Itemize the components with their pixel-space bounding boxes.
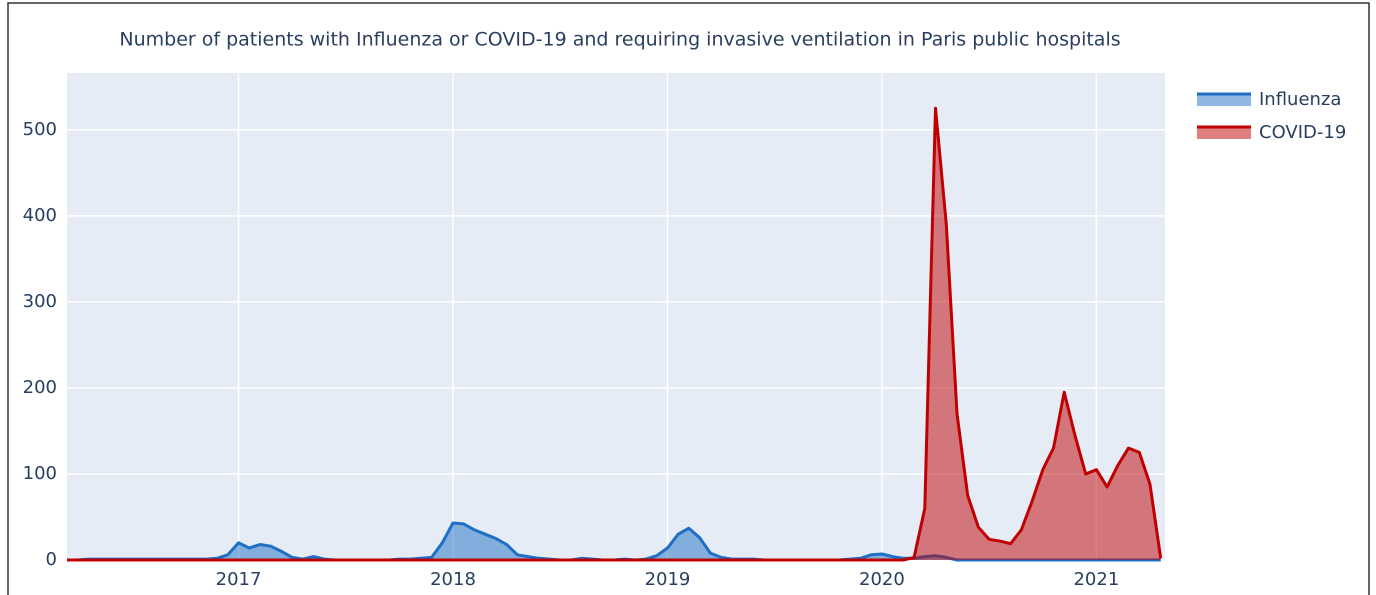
y-tick-label: 300	[23, 291, 57, 312]
x-tick-label: 2018	[430, 569, 476, 590]
x-tick-label: 2017	[216, 569, 262, 590]
legend-swatch[interactable]	[1197, 127, 1251, 139]
legend-label[interactable]: Influenza	[1259, 89, 1341, 110]
y-tick-label: 400	[23, 205, 57, 226]
x-tick-label: 2020	[859, 569, 905, 590]
y-tick-label: 100	[23, 463, 57, 484]
frame	[7, 2, 1370, 595]
x-tick-label: 2019	[645, 569, 691, 590]
x-tick-label: 2021	[1073, 569, 1119, 590]
chart-title: Number of patients with Influenza or COV…	[119, 29, 1120, 51]
line	[67, 106, 1163, 562]
y-tick-label: 0	[46, 549, 57, 570]
y-tick-label: 500	[23, 119, 57, 140]
area	[67, 108, 1161, 561]
legend-swatch[interactable]	[1197, 94, 1251, 106]
legend-label[interactable]: COVID-19	[1259, 122, 1346, 143]
plot-background	[67, 73, 1165, 560]
y-tick-label: 200	[23, 377, 57, 398]
